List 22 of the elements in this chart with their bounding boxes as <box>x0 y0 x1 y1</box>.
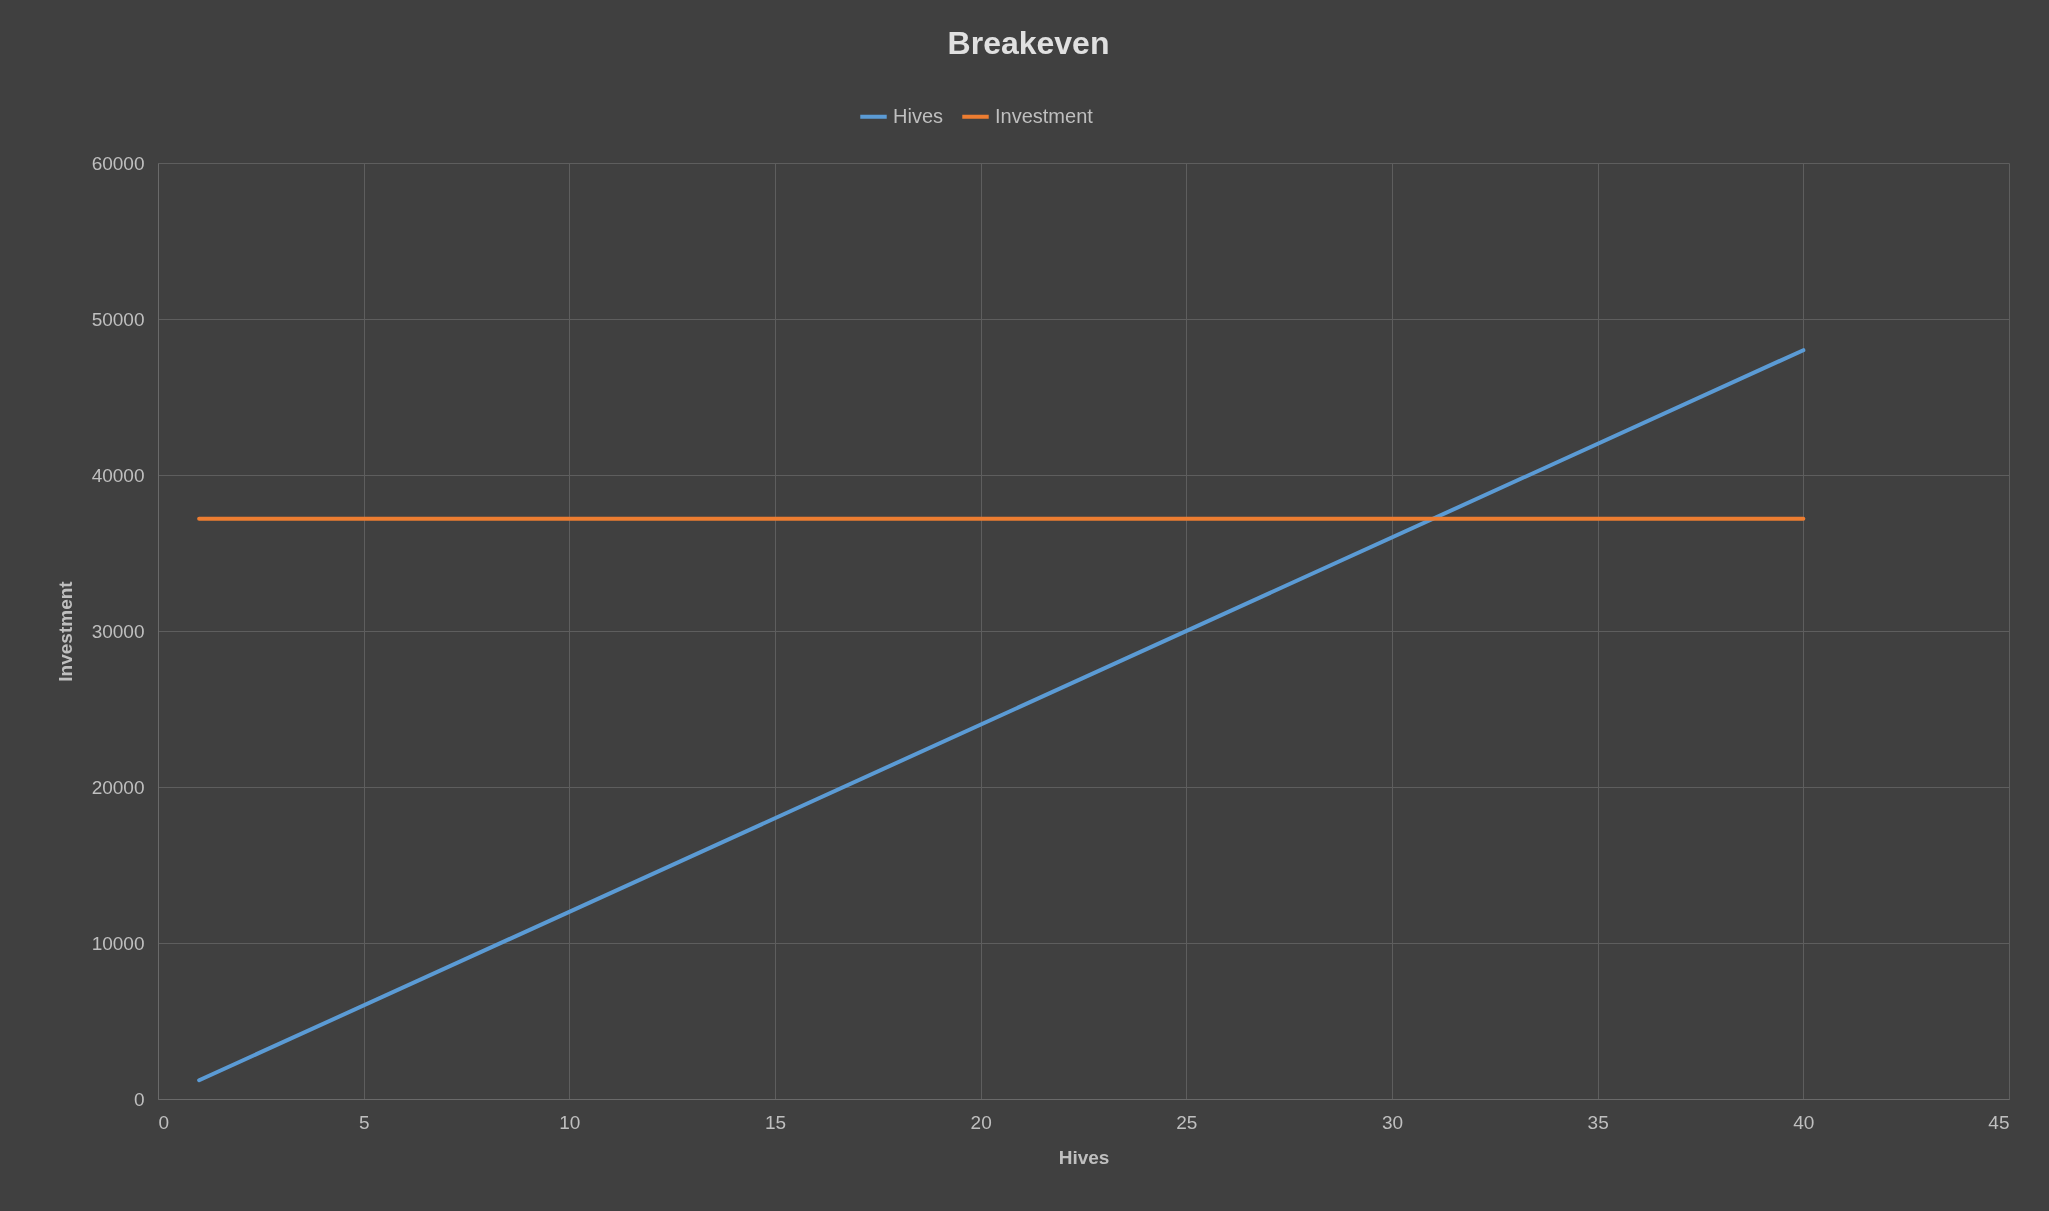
x-tick-label: 0 <box>158 1111 170 1133</box>
y-tick-label: 60000 <box>91 152 145 174</box>
x-tick-label: 5 <box>358 1111 370 1133</box>
y-tick-label: 0 <box>133 1088 145 1110</box>
x-tick-label: 20 <box>970 1111 992 1133</box>
y-tick-label: 10000 <box>91 932 145 954</box>
y-tick-label: 30000 <box>91 620 145 642</box>
y-tick-label: 50000 <box>91 308 145 330</box>
x-tick-label: 35 <box>1587 1111 1609 1133</box>
x-tick-label: 30 <box>1381 1111 1404 1133</box>
y-tick-label: 40000 <box>91 464 145 486</box>
chart-title: Breakeven <box>947 25 1110 61</box>
legend-label: Investment <box>995 104 1094 127</box>
x-tick-label: 25 <box>1176 1111 1198 1133</box>
y-axis-title: Investment <box>54 580 76 682</box>
x-tick-label: 10 <box>559 1111 581 1133</box>
x-axis-title: Hives <box>1058 1146 1110 1168</box>
y-tick-label: 20000 <box>91 776 145 798</box>
legend-label: Hives <box>893 104 944 127</box>
x-tick-label: 40 <box>1793 1111 1815 1133</box>
x-tick-label: 45 <box>1988 1111 2010 1133</box>
x-tick-label: 15 <box>764 1111 787 1133</box>
